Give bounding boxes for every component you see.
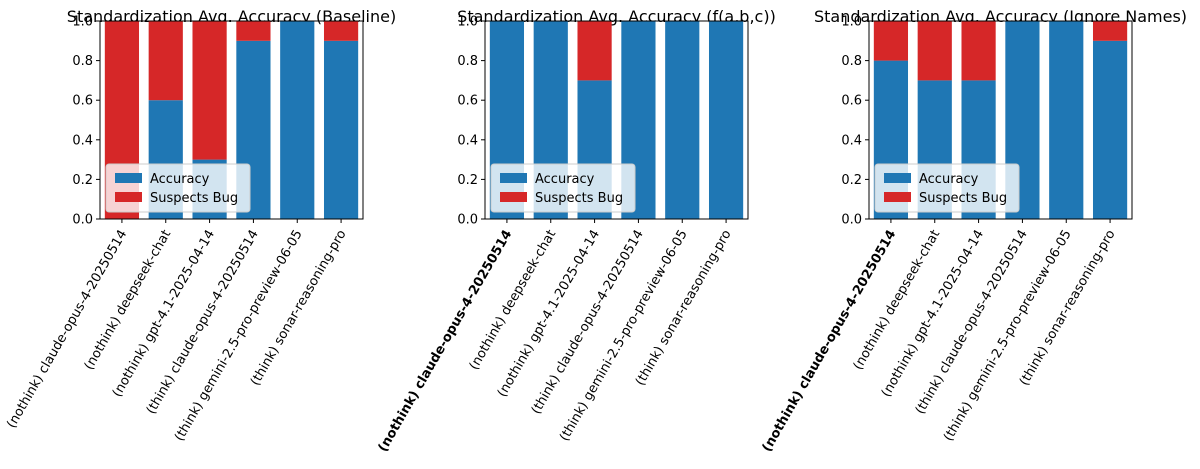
legend-swatch-1 bbox=[884, 173, 911, 183]
bar-suspects-bug-2 bbox=[917, 21, 952, 81]
chart-panel-2: Standardization Avg. Accuracy (f(a,b,c))… bbox=[376, 7, 776, 455]
bar-accuracy-6 bbox=[323, 40, 359, 219]
y-tick-label: 0.4 bbox=[841, 133, 862, 148]
chart-title: Standardization Avg. Accuracy (Ignore Na… bbox=[814, 7, 1187, 26]
legend-swatch-2 bbox=[884, 192, 911, 202]
y-tick-label: 1.0 bbox=[72, 15, 93, 30]
legend: Accuracy Suspects Bug bbox=[490, 163, 636, 213]
legend-label-2: Suspects Bug bbox=[535, 191, 623, 206]
y-tick-label: 0.8 bbox=[72, 54, 93, 69]
axes-frame bbox=[99, 20, 364, 220]
y-tick-label: 0.0 bbox=[72, 213, 93, 228]
y-tick-label: 0.2 bbox=[841, 173, 862, 188]
bar-accuracy-5 bbox=[665, 21, 700, 219]
bar-suspects-bug-3 bbox=[192, 21, 227, 160]
y-tick-label: 0.0 bbox=[841, 213, 862, 228]
bar-accuracy-5 bbox=[1049, 21, 1084, 219]
chart-panel-3: Standardization Avg. Accuracy (Ignore Na… bbox=[760, 7, 1187, 455]
bar-suspects-bug-6 bbox=[323, 21, 359, 41]
legend-swatch-2 bbox=[115, 192, 142, 202]
y-tick-label: 0.8 bbox=[841, 54, 862, 69]
chart-panel-1: Standardization Avg. Accuracy (Baseline)… bbox=[4, 7, 396, 444]
legend-label-2: Suspects Bug bbox=[919, 191, 1007, 206]
legend-label-1: Accuracy bbox=[150, 172, 210, 187]
x-tick-label: (nothink) deepseek-chat bbox=[82, 228, 175, 373]
bar-accuracy-5 bbox=[280, 21, 315, 219]
y-tick-label: 0.6 bbox=[841, 94, 862, 109]
bar-suspects-bug-6 bbox=[1092, 21, 1128, 41]
legend-label-1: Accuracy bbox=[535, 172, 595, 187]
y-tick-label: 1.0 bbox=[457, 15, 478, 30]
y-tick-label: 0.2 bbox=[457, 173, 478, 188]
axes-frame bbox=[868, 20, 1133, 220]
x-tick-label: (nothink) deepseek-chat bbox=[467, 228, 560, 373]
legend: Accuracy Suspects Bug bbox=[874, 163, 1020, 213]
axes-frame bbox=[484, 20, 749, 220]
y-tick-label: 0.2 bbox=[72, 173, 93, 188]
y-tick-label: 0.6 bbox=[72, 94, 93, 109]
bar-accuracy-6 bbox=[708, 21, 744, 219]
y-tick-label: 0.4 bbox=[457, 133, 478, 148]
legend-swatch-2 bbox=[500, 192, 527, 202]
bar-accuracy-6 bbox=[1092, 40, 1128, 219]
bar-suspects-bug-4 bbox=[236, 21, 271, 41]
legend-swatch-1 bbox=[115, 173, 142, 183]
legend: Accuracy Suspects Bug bbox=[105, 163, 251, 213]
legend-label-2: Suspects Bug bbox=[150, 191, 238, 206]
y-tick-label: 0.0 bbox=[457, 213, 478, 228]
bar-suspects-bug-3 bbox=[577, 21, 612, 81]
bar-suspects-bug-2 bbox=[148, 21, 183, 101]
legend-swatch-1 bbox=[500, 173, 527, 183]
y-tick-label: 0.8 bbox=[457, 54, 478, 69]
legend-label-1: Accuracy bbox=[919, 172, 979, 187]
y-tick-label: 0.4 bbox=[72, 133, 93, 148]
x-tick-label: (nothink) deepseek-chat bbox=[851, 228, 944, 373]
y-tick-label: 0.6 bbox=[457, 94, 478, 109]
bar-suspects-bug-3 bbox=[961, 21, 996, 81]
bar-suspects-bug-1 bbox=[873, 21, 909, 61]
y-tick-label: 1.0 bbox=[841, 15, 862, 30]
